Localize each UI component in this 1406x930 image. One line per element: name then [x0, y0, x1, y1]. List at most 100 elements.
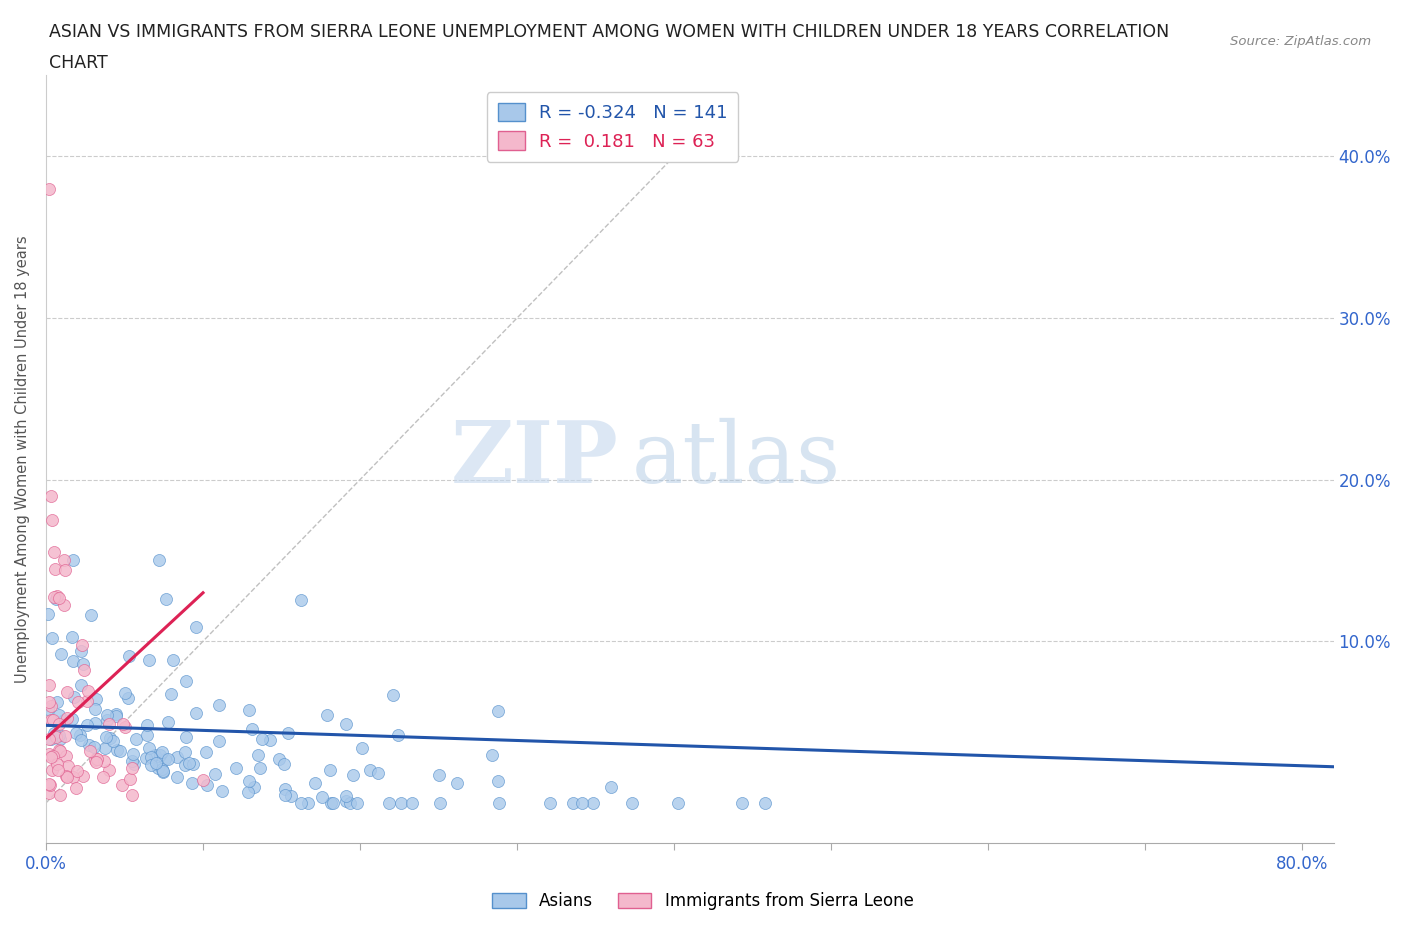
Point — [62, 553, 84, 568]
Point — [45, 756, 67, 771]
Point — [37, 606, 59, 621]
Point — [79, 743, 101, 758]
Point — [44, 561, 66, 576]
Point — [45, 591, 67, 606]
Point — [243, 779, 266, 794]
Point — [246, 748, 269, 763]
Point — [38, 694, 60, 709]
Point — [53, 729, 76, 744]
Point — [367, 765, 389, 780]
Point — [66, 764, 89, 778]
Point — [41, 512, 63, 527]
Point — [122, 747, 145, 762]
Point — [39, 698, 62, 713]
Point — [41, 762, 63, 777]
Point — [378, 795, 401, 810]
Point — [86, 751, 108, 766]
Point — [149, 747, 172, 762]
Point — [70, 638, 93, 653]
Point — [236, 785, 259, 800]
Point — [70, 644, 93, 658]
Point — [274, 788, 297, 803]
Point — [204, 766, 226, 781]
Point — [37, 701, 59, 716]
Point — [156, 751, 179, 766]
Point — [582, 795, 605, 810]
Point — [162, 653, 184, 668]
Point — [174, 758, 197, 773]
Point — [83, 739, 105, 754]
Point — [86, 751, 108, 766]
Point — [311, 790, 333, 804]
Point — [121, 761, 143, 776]
Point — [238, 702, 260, 717]
Point — [121, 788, 143, 803]
Point — [174, 745, 197, 760]
Point — [70, 677, 93, 692]
Point — [39, 731, 62, 746]
Point — [211, 783, 233, 798]
Point — [150, 761, 173, 776]
Point — [488, 795, 510, 810]
Point — [46, 763, 69, 777]
Point — [56, 759, 79, 774]
Y-axis label: Unemployment Among Women with Children Under 18 years: Unemployment Among Women with Children U… — [15, 235, 30, 684]
Point — [49, 744, 72, 759]
Point — [77, 737, 100, 752]
Point — [401, 795, 423, 810]
Point — [238, 774, 260, 789]
Point — [66, 695, 89, 710]
Point — [48, 717, 70, 732]
Point — [52, 598, 75, 613]
Point — [249, 761, 271, 776]
Point — [49, 732, 72, 747]
Point — [138, 740, 160, 755]
Point — [166, 750, 188, 764]
Point — [267, 751, 290, 766]
Point — [166, 770, 188, 785]
Point — [429, 795, 451, 810]
Point — [42, 590, 65, 604]
Point — [240, 722, 263, 737]
Point — [184, 705, 207, 720]
Point — [62, 653, 84, 668]
Point — [48, 591, 70, 605]
Point — [152, 764, 174, 778]
Point — [93, 769, 115, 784]
Point — [135, 751, 157, 765]
Point — [41, 748, 63, 763]
Point — [110, 777, 132, 792]
Point — [125, 731, 148, 746]
Point — [290, 795, 312, 810]
Point — [481, 747, 503, 762]
Point — [304, 776, 326, 790]
Point — [486, 703, 509, 718]
Point — [208, 698, 231, 712]
Point — [48, 708, 70, 723]
Point — [48, 727, 70, 742]
Point — [155, 591, 177, 606]
Point — [118, 772, 141, 787]
Point — [76, 718, 98, 733]
Point — [273, 756, 295, 771]
Point — [60, 630, 83, 644]
Point — [322, 795, 344, 810]
Point — [153, 751, 176, 766]
Point — [195, 777, 218, 792]
Point — [45, 730, 67, 745]
Point — [96, 730, 118, 745]
Point — [38, 747, 60, 762]
Point — [136, 728, 159, 743]
Point — [138, 653, 160, 668]
Point — [339, 795, 361, 810]
Point — [600, 779, 623, 794]
Point — [157, 714, 180, 729]
Point — [84, 752, 107, 767]
Text: CHART: CHART — [49, 54, 108, 72]
Point — [39, 488, 62, 503]
Point — [571, 795, 593, 810]
Point — [148, 553, 170, 568]
Point — [72, 768, 94, 783]
Text: Source: ZipAtlas.com: Source: ZipAtlas.com — [1230, 35, 1371, 48]
Point — [259, 733, 281, 748]
